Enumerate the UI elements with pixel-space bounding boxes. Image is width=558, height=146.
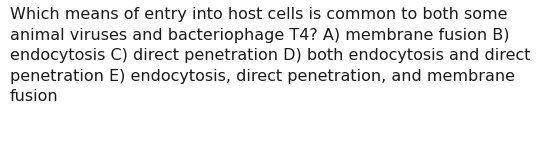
Text: Which means of entry into host cells is common to both some
animal viruses and b: Which means of entry into host cells is … [10,7,531,104]
